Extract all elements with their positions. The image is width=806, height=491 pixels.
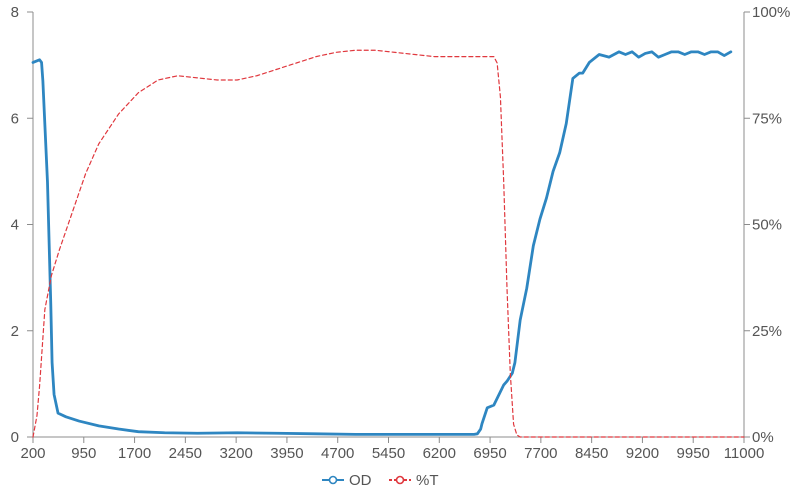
y-tick-label-left: 4	[11, 217, 19, 234]
legend-item-od[interactable]: OD	[322, 472, 372, 489]
series-layer	[31, 49, 745, 438]
x-tick-label: 9950	[677, 445, 710, 462]
x-tick-label: 6950	[473, 445, 506, 462]
axes-layer: 200 950 1700 2450 3200 3950 4700 5450 6200 6950 77…	[11, 4, 791, 462]
y-tick-label-left: 6	[11, 110, 19, 127]
legend-marker	[328, 475, 338, 485]
legend-marker	[395, 475, 405, 485]
legend[interactable]: OD %T	[322, 472, 439, 489]
series-line-percent-t	[32, 49, 745, 438]
x-tick-label: 8450	[575, 445, 608, 462]
y-tick-label-left: 0	[11, 429, 19, 446]
x-tick-label: 1700	[118, 445, 151, 462]
y-tick-label-right: 50%	[752, 217, 782, 234]
legend-item-percent-t[interactable]: %T	[389, 472, 439, 489]
x-tick-label: 3950	[270, 445, 303, 462]
x-tick-label: 5450	[372, 445, 405, 462]
legend-label: OD	[349, 472, 372, 489]
y-tick-label-left: 8	[11, 4, 19, 21]
x-tick-label: 6200	[423, 445, 456, 462]
legend-label: %T	[416, 472, 439, 489]
x-tick-label: 3200	[219, 445, 252, 462]
x-tick-label: 950	[71, 445, 96, 462]
x-tick-label: 11000	[724, 445, 765, 462]
series-line-od	[31, 50, 733, 436]
y-tick-label-right: 25%	[752, 323, 782, 340]
x-tick-label: 2450	[169, 445, 202, 462]
x-tick-label: 4700	[321, 445, 354, 462]
x-tick-label: 7700	[524, 445, 557, 462]
y-tick-label-left: 2	[11, 323, 19, 340]
y-tick-label-right: 100%	[752, 4, 790, 21]
y-tick-label-right: 75%	[752, 110, 782, 127]
y-tick-label-right: 0%	[752, 429, 774, 446]
x-tick-label: 9200	[626, 445, 659, 462]
x-tick-label: 200	[20, 445, 45, 462]
